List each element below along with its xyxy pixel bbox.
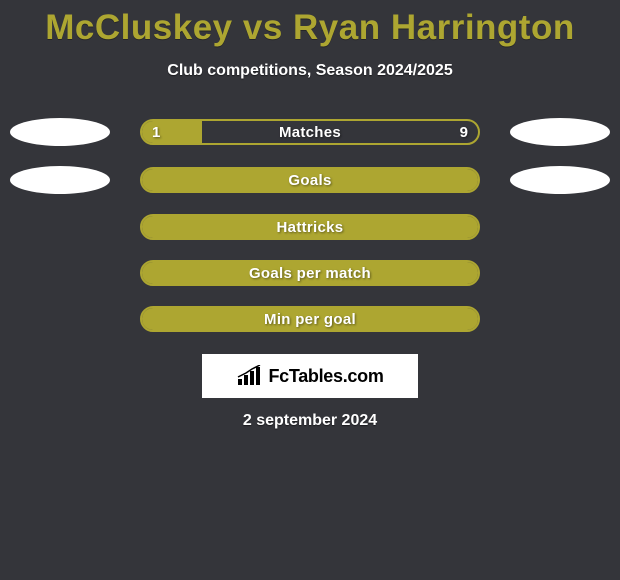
- stat-bar-left-fill: [142, 262, 478, 284]
- logo-text: FcTables.com: [268, 366, 383, 387]
- comparison-rows: 19Matches Goals Hattricks Goals per match Mi…: [0, 118, 620, 332]
- stat-bar: Goals per match: [140, 260, 480, 286]
- player-ellipse-left: [10, 166, 110, 194]
- comparison-row: Goals: [0, 166, 620, 194]
- stat-bar-left-fill: [142, 308, 478, 330]
- stat-bar: Goals: [140, 167, 480, 193]
- player-ellipse-left: [10, 118, 110, 146]
- page-subtitle: Club competitions, Season 2024/2025: [0, 62, 620, 80]
- comparison-row: Goals per match: [0, 260, 620, 286]
- chart-bars-icon: [236, 365, 262, 387]
- stat-value-right: 9: [460, 121, 468, 143]
- comparison-row: Hattricks: [0, 214, 620, 240]
- page-title: McCluskey vs Ryan Harrington: [0, 0, 620, 48]
- stat-bar-left-fill: [142, 169, 478, 191]
- stat-bar: 19Matches: [140, 119, 480, 145]
- stat-bar: Min per goal: [140, 306, 480, 332]
- comparison-row: 19Matches: [0, 118, 620, 146]
- stat-bar: Hattricks: [140, 214, 480, 240]
- player-ellipse-right: [510, 166, 610, 194]
- date-text: 2 september 2024: [0, 412, 620, 430]
- comparison-row: Min per goal: [0, 306, 620, 332]
- player-ellipse-right: [510, 118, 610, 146]
- stat-bar-left-fill: [142, 216, 478, 238]
- logo-box: FcTables.com: [202, 354, 418, 398]
- stat-bar-left-fill: [142, 121, 202, 143]
